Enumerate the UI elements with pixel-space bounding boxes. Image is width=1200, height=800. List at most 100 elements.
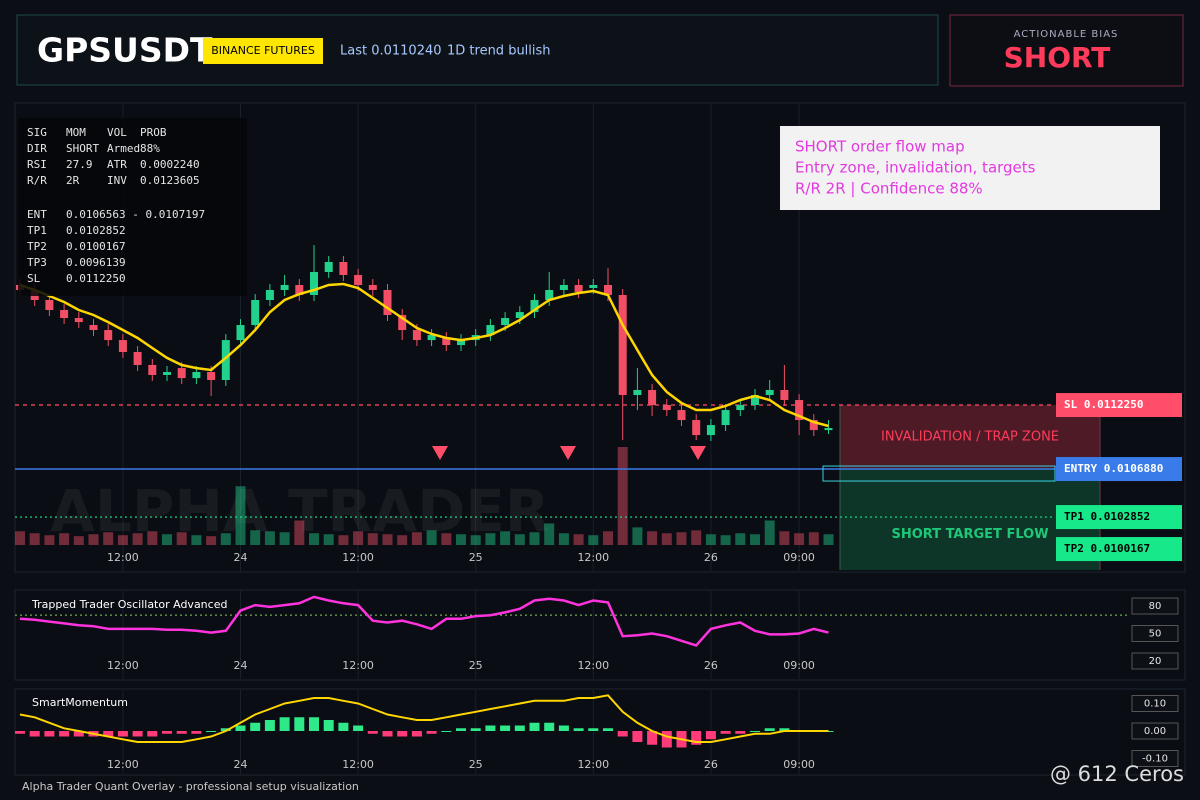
candle-body xyxy=(765,390,774,396)
volume-bar xyxy=(720,535,731,545)
stats-level: 0.0102852 xyxy=(66,224,126,237)
stats-cell: 0.0002240 xyxy=(140,158,200,171)
symbol: GPSUSDT xyxy=(37,31,213,70)
stats-cell: 0.0123605 xyxy=(140,174,200,187)
candle-body xyxy=(662,405,671,411)
volume-bar xyxy=(382,534,393,545)
candle-body xyxy=(530,300,539,313)
momentum-bar xyxy=(544,722,555,731)
volume-bar xyxy=(279,532,290,545)
oscillator-line xyxy=(19,595,829,647)
volume-bar xyxy=(132,533,143,545)
candle-body xyxy=(133,351,142,365)
candle-body xyxy=(795,400,804,421)
exchange-badge xyxy=(203,38,323,64)
last-price: Last 0.0110240 xyxy=(340,44,442,59)
stats-cell: Armed xyxy=(107,142,140,155)
candle-body xyxy=(177,368,186,379)
stats-cell: INV xyxy=(107,174,127,187)
exchange: BINANCE FUTURES xyxy=(211,44,315,57)
volume-bar xyxy=(411,532,422,545)
x-tick-label: 25 xyxy=(469,551,483,564)
oscillator-panel xyxy=(14,589,1186,681)
volume-bar xyxy=(514,534,525,545)
x-tick-label: 24 xyxy=(234,659,248,672)
volume-bar xyxy=(338,535,349,545)
level-label: SL 0.0112250 xyxy=(1064,398,1143,411)
stats-level: TP2 xyxy=(27,240,47,253)
momentum-bar xyxy=(558,725,569,731)
candle-body xyxy=(706,425,715,436)
y-tick-box xyxy=(1131,722,1179,740)
stats-cell: 27.9 xyxy=(66,158,93,171)
volume-bar xyxy=(617,447,628,545)
candle-body xyxy=(324,261,333,272)
stats-level: 0.0096139 xyxy=(66,256,126,269)
candle-body xyxy=(618,295,627,396)
volume-bar xyxy=(558,533,569,545)
bias-value: SHORT xyxy=(1004,41,1111,74)
info-line: Entry zone, invalidation, targets xyxy=(795,159,1036,177)
y-tick-box xyxy=(1131,597,1179,615)
stats-level: SL xyxy=(27,272,41,285)
zone-label: SHORT TARGET FLOW xyxy=(891,527,1048,542)
candle-body xyxy=(265,289,274,301)
momentum-bar xyxy=(103,731,114,737)
candle-body xyxy=(221,340,230,380)
momentum-bar xyxy=(250,722,261,731)
x-tick-label: 12:00 xyxy=(107,758,139,771)
y-tick-label: 0.10 xyxy=(1144,699,1166,710)
x-tick-label: 25 xyxy=(469,659,483,672)
header-panel xyxy=(16,14,939,86)
momentum-bar xyxy=(191,731,202,734)
candle-body xyxy=(677,410,686,421)
momentum-bar xyxy=(720,731,731,734)
momentum-bar xyxy=(691,731,702,745)
volume-bar xyxy=(676,532,687,545)
volume-bar xyxy=(632,527,643,545)
y-tick-label: 0.00 xyxy=(1144,726,1166,737)
candle-body xyxy=(751,395,759,406)
x-tick-label: 26 xyxy=(704,659,718,672)
stats-cell: ATR xyxy=(107,158,127,171)
signal-marker xyxy=(690,446,706,460)
momentum-bar xyxy=(323,720,334,731)
ema-line xyxy=(19,282,829,428)
signal-marker xyxy=(560,446,576,460)
momentum-bar xyxy=(206,731,217,732)
x-tick-label: 12:00 xyxy=(577,659,609,672)
watermark: ALPHA TRADER xyxy=(50,477,550,545)
candle-body xyxy=(457,340,465,346)
volume-bar xyxy=(661,533,672,545)
credit: @ 612 Ceros xyxy=(1050,762,1184,786)
y-tick-label: 50 xyxy=(1149,629,1162,640)
stats-cell: 2R xyxy=(66,174,80,187)
y-tick-box xyxy=(1131,695,1179,712)
x-tick-label: 12:00 xyxy=(342,758,374,771)
volume-bar xyxy=(485,533,496,545)
stats-cell: RSI xyxy=(27,158,47,171)
momentum-bar xyxy=(750,731,760,732)
candle-body xyxy=(251,300,260,326)
y-tick-label: 80 xyxy=(1149,601,1162,612)
momentum-bar xyxy=(162,731,172,734)
stats-cell: SHORT xyxy=(66,142,99,155)
momentum-bar xyxy=(735,731,746,734)
momentum-bar xyxy=(411,731,422,737)
volume-bar xyxy=(779,531,790,545)
footer-caption: Alpha Trader Quant Overlay - professiona… xyxy=(22,780,359,793)
volume-bar xyxy=(794,533,805,545)
trend: 1D trend bullish xyxy=(447,44,551,59)
volume-bar xyxy=(441,533,452,545)
x-tick-label: 24 xyxy=(234,551,248,564)
candle-body xyxy=(545,289,554,301)
candle-body xyxy=(501,318,510,326)
momentum-bar xyxy=(309,717,319,731)
y-tick-label: -0.10 xyxy=(1142,754,1168,765)
volume-bar xyxy=(500,531,511,545)
volume-bar xyxy=(88,534,99,545)
stats-level: ENT xyxy=(27,208,47,221)
candle-body xyxy=(295,284,304,296)
candle-body xyxy=(339,261,348,275)
